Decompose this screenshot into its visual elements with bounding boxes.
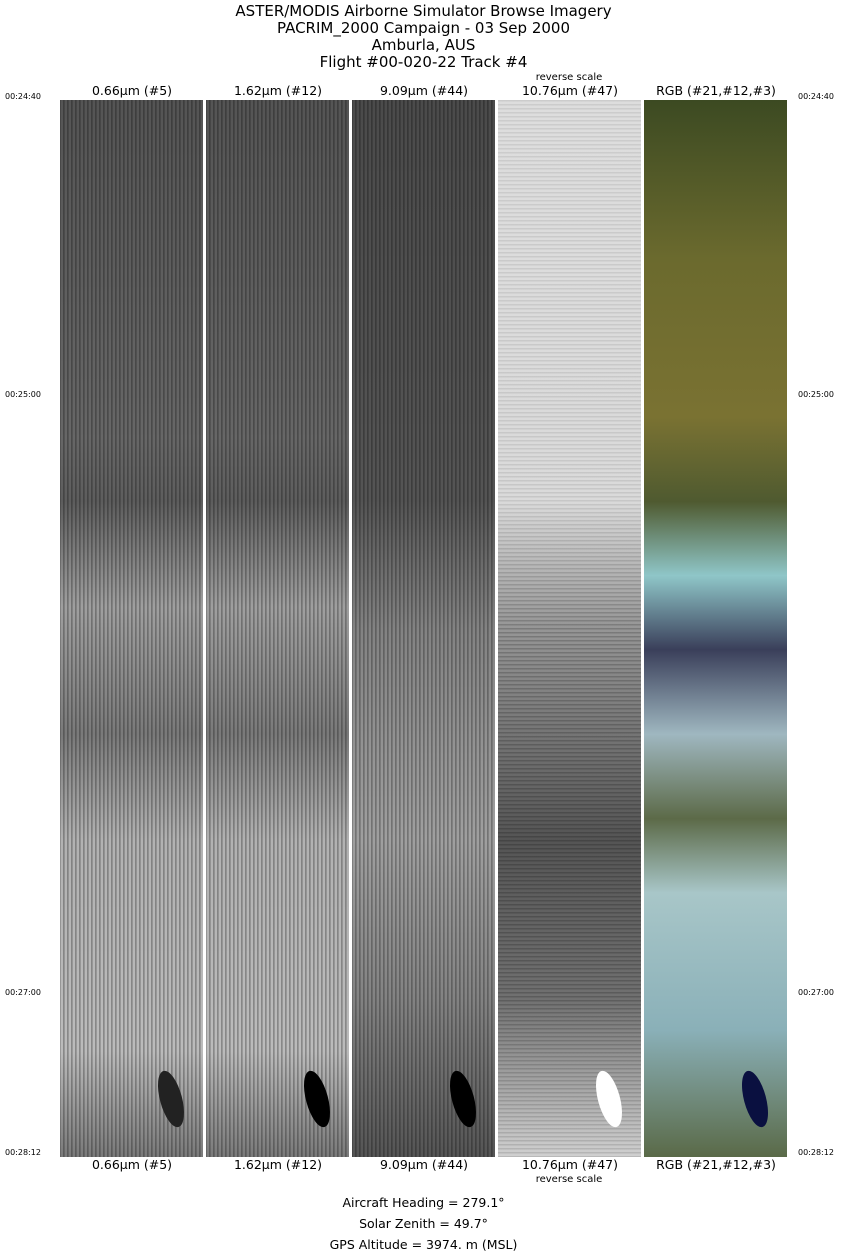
panel-label-top: 0.66µm (#5)	[91, 83, 173, 98]
panel-label-top: 10.76µm (#47)	[521, 83, 619, 98]
image-panel-10-76um	[498, 100, 641, 1157]
panel-label-top: 9.09µm (#44)	[379, 83, 469, 98]
title-line-1: ASTER/MODIS Airborne Simulator Browse Im…	[235, 2, 612, 20]
lake-feature	[590, 1068, 628, 1130]
time-label-right: 00:25:00	[798, 390, 834, 399]
image-panel-0-66um	[60, 100, 203, 1157]
image-panel-9-09um	[352, 100, 495, 1157]
time-label-left: 00:25:00	[5, 390, 41, 399]
title-line-3: Amburla, AUS	[371, 36, 476, 54]
panel-label-bottom: 1.62µm (#12)	[233, 1157, 323, 1172]
panel-label-top: 1.62µm (#12)	[233, 83, 323, 98]
time-label-right: 00:28:12	[798, 1148, 834, 1157]
time-label-right: 00:24:40	[798, 92, 834, 101]
time-label-left: 00:24:40	[5, 92, 41, 101]
image-panel-1-62um	[206, 100, 349, 1157]
time-label-left: 00:27:00	[5, 988, 41, 997]
time-label-right: 00:27:00	[798, 988, 834, 997]
aircraft-heading: Aircraft Heading = 279.1°	[342, 1195, 505, 1210]
gps-altitude: GPS Altitude = 3974. m (MSL)	[329, 1237, 518, 1252]
solar-zenith: Solar Zenith = 49.7°	[359, 1216, 488, 1231]
reverse-scale-note-bottom: reverse scale	[535, 1174, 603, 1185]
lake-feature	[444, 1068, 482, 1130]
panel-label-bottom: 0.66µm (#5)	[91, 1157, 173, 1172]
lake-feature	[736, 1068, 774, 1130]
title-line-2: PACRIM_2000 Campaign - 03 Sep 2000	[277, 19, 570, 37]
panel-label-bottom: RGB (#21,#12,#3)	[656, 1157, 776, 1172]
time-label-left: 00:28:12	[5, 1148, 41, 1157]
image-panel-rgb	[644, 100, 787, 1157]
lake-feature	[298, 1068, 336, 1130]
panel-label-top: RGB (#21,#12,#3)	[656, 83, 776, 98]
panel-label-bottom: 10.76µm (#47)	[521, 1157, 619, 1172]
title-line-4: Flight #00-020-22 Track #4	[319, 53, 528, 71]
panel-label-bottom: 9.09µm (#44)	[379, 1157, 469, 1172]
lake-feature	[152, 1068, 190, 1130]
reverse-scale-note-top: reverse scale	[535, 72, 603, 83]
